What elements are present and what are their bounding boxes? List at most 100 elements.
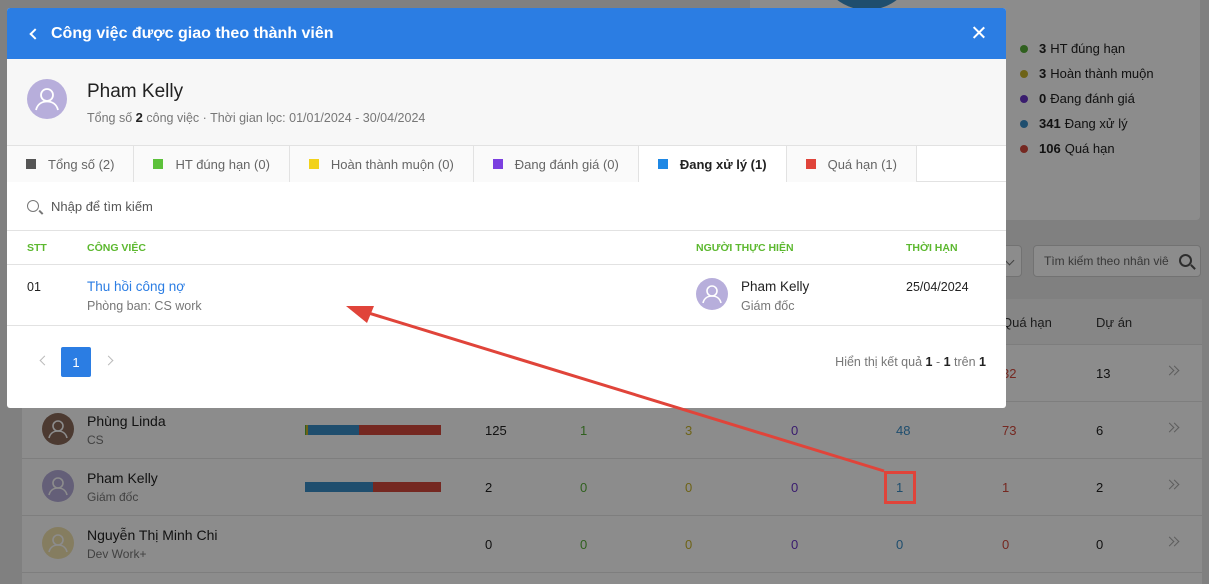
- status-square-icon: [153, 159, 164, 169]
- close-icon[interactable]: [972, 26, 986, 40]
- info-prefix: Hiển thị kết quả: [835, 355, 923, 369]
- tab-label: Đang đánh giá (0): [514, 156, 619, 172]
- info-from: 1: [925, 355, 933, 369]
- tab-status[interactable]: Hoàn thành muộn (0): [289, 146, 474, 182]
- table-row: 01 Thu hồi công nợ Phòng ban: CS work Ph…: [7, 265, 1006, 326]
- task-link[interactable]: Thu hồi công nợ: [87, 279, 186, 294]
- info-to: 1: [943, 355, 951, 369]
- tab-label: HT đúng hạn (0): [175, 156, 270, 172]
- column-stt: STT: [27, 242, 47, 254]
- task-search: [7, 182, 1006, 231]
- cell-projects: 0: [1096, 537, 1104, 552]
- legend-dot-icon: [1020, 119, 1028, 128]
- status-square-icon: [805, 159, 816, 169]
- person-icon: [48, 534, 68, 553]
- page-button[interactable]: 1: [61, 347, 91, 377]
- cell-processing[interactable]: 0: [896, 537, 904, 552]
- assignee-name: Pham Kelly: [741, 279, 810, 294]
- legend-value: 341: [1039, 116, 1061, 131]
- meta-count: 2: [135, 110, 143, 125]
- progress-segment: [305, 425, 307, 435]
- column-due: THỜI HẠN: [906, 242, 958, 254]
- member-role: Giám đốc: [87, 490, 139, 504]
- cell-ontime: 0: [580, 480, 588, 495]
- search-icon[interactable]: [1179, 254, 1192, 267]
- cell-total: 2: [485, 480, 493, 495]
- legend-label: Quá hạn: [1064, 141, 1115, 156]
- member-name: Pham Kelly: [87, 470, 158, 486]
- progress-segment: [307, 425, 360, 435]
- header-projects: Dự án: [1096, 315, 1133, 330]
- tab-label: Hoàn thành muộn (0): [330, 156, 454, 172]
- status-legend: 3 HT đúng hạn 3 Hoàn thành muộn 0 Đang đánh g…: [1020, 36, 1154, 161]
- table-row: Pham Kelly Giám đốc 2 0 0 0 1 1 2: [22, 459, 1202, 516]
- tab-label: Đang xử lý (1): [679, 156, 767, 172]
- cell-overdue: 0: [1002, 537, 1010, 552]
- status-pie-chart: [818, 0, 916, 10]
- progress-segment: [306, 425, 308, 435]
- person-icon: [35, 88, 59, 111]
- tab-status[interactable]: Quá hạn (1): [786, 146, 917, 182]
- chevron-right-icon[interactable]: [103, 355, 114, 366]
- header-overdue: Quá hạn: [1002, 315, 1052, 330]
- column-task: CÔNG VIỆC: [87, 242, 146, 254]
- status-tabs: Tổng số (2) HT đúng hạn (0) Hoàn thành muộ…: [7, 146, 1006, 182]
- status-square-icon: [26, 159, 36, 169]
- tab-status[interactable]: Đang đánh giá (0): [473, 146, 639, 182]
- person-icon: [702, 285, 722, 304]
- tab-label: Quá hạn (1): [827, 156, 897, 172]
- chevron-left-icon[interactable]: [39, 355, 50, 366]
- status-square-icon: [657, 159, 668, 169]
- table-row: Nguyễn Thị Minh Chi Dev Work+ 0 0 0 0 0 0 0: [22, 516, 1202, 573]
- tab-status[interactable]: Tổng số (2): [7, 146, 135, 182]
- legend-dot-icon: [1020, 94, 1028, 103]
- search-input[interactable]: [51, 198, 651, 214]
- progress-bar: [305, 482, 441, 492]
- avatar: [696, 278, 728, 310]
- modal-title: Công việc được giao theo thành viên: [51, 24, 334, 42]
- status-square-icon: [308, 159, 319, 169]
- avatar: [27, 79, 67, 119]
- employee-search-input[interactable]: Tìm kiếm theo nhân viê: [1033, 245, 1201, 277]
- progress-segment: [305, 482, 373, 492]
- search-icon: [27, 200, 39, 212]
- member-role: Dev Work+: [87, 547, 147, 561]
- info-total: 1: [979, 355, 986, 369]
- meta-prefix: Tổng số: [87, 111, 133, 125]
- member-profile: Pham Kelly Tổng số 2 công việc · Thời gi…: [7, 59, 1006, 146]
- highlight-box: [884, 471, 916, 504]
- legend-dot-icon: [1020, 144, 1028, 153]
- cell-overdue: 1: [1002, 480, 1010, 495]
- legend-value: 3: [1039, 41, 1047, 56]
- employee-search-placeholder: Tìm kiếm theo nhân viê: [1044, 254, 1169, 268]
- cell-processing[interactable]: 48: [896, 423, 911, 438]
- cell-late: 0: [685, 537, 693, 552]
- person-icon: [48, 420, 68, 439]
- legend-label: Đang xử lý: [1064, 116, 1128, 131]
- legend-value: 0: [1039, 91, 1047, 106]
- task-department: Phòng ban: CS work: [87, 299, 202, 313]
- member-meta: Tổng số 2 công việc · Thời gian lọc: 01/…: [87, 110, 425, 125]
- assignee-role: Giám đốc: [741, 299, 795, 313]
- cell-review: 0: [791, 537, 799, 552]
- tab-status[interactable]: Đang xử lý (1): [638, 146, 787, 182]
- legend-label: Hoàn thành muộn: [1050, 66, 1154, 81]
- progress-segment: [373, 482, 441, 492]
- pagination: 1 Hiển thị kết quả 1 - 1 trên 1: [7, 347, 1006, 377]
- legend-value: 3: [1039, 66, 1047, 81]
- modal-header: Công việc được giao theo thành viên: [7, 8, 1006, 59]
- row-stt: 01: [27, 280, 41, 294]
- legend-item: 3 HT đúng hạn: [1020, 36, 1154, 61]
- member-role: CS: [87, 433, 104, 447]
- pagination-info: Hiển thị kết quả 1 - 1 trên 1: [835, 355, 986, 369]
- legend-label: Đang đánh giá: [1050, 91, 1135, 106]
- member-name: Phùng Linda: [87, 413, 166, 429]
- person-icon: [48, 477, 68, 496]
- tab-status[interactable]: HT đúng hạn (0): [134, 146, 290, 182]
- cell-processing[interactable]: 1: [896, 480, 904, 495]
- meta-suffix: công việc · Thời gian lọc: 01/01/2024 - …: [146, 111, 426, 125]
- cell-projects: 2: [1096, 480, 1104, 495]
- tab-label: Tổng số (2): [48, 156, 115, 172]
- back-chevron-icon[interactable]: [29, 27, 41, 40]
- column-assignee: NGƯỜI THỰC HIỆN: [696, 242, 794, 254]
